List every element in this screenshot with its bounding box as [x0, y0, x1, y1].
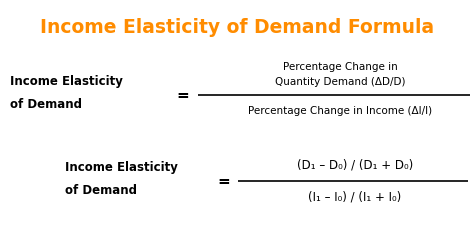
Text: Income Elasticity: Income Elasticity [10, 75, 123, 87]
Text: Quantity Demand (ΔD/D): Quantity Demand (ΔD/D) [275, 77, 405, 87]
Text: (D₁ – D₀) / (D₁ + D₀): (D₁ – D₀) / (D₁ + D₀) [297, 158, 413, 172]
Text: (I₁ – I₀) / (I₁ + I₀): (I₁ – I₀) / (I₁ + I₀) [309, 191, 401, 203]
Text: of Demand: of Demand [65, 184, 137, 198]
Text: Percentage Change in Income (ΔI/I): Percentage Change in Income (ΔI/I) [248, 106, 432, 116]
Text: =: = [177, 87, 190, 103]
Text: Percentage Change in: Percentage Change in [283, 62, 397, 72]
Text: Income Elasticity of Demand Formula: Income Elasticity of Demand Formula [40, 18, 434, 37]
Text: Income Elasticity: Income Elasticity [65, 160, 178, 174]
Text: =: = [218, 174, 230, 189]
Text: of Demand: of Demand [10, 98, 82, 112]
